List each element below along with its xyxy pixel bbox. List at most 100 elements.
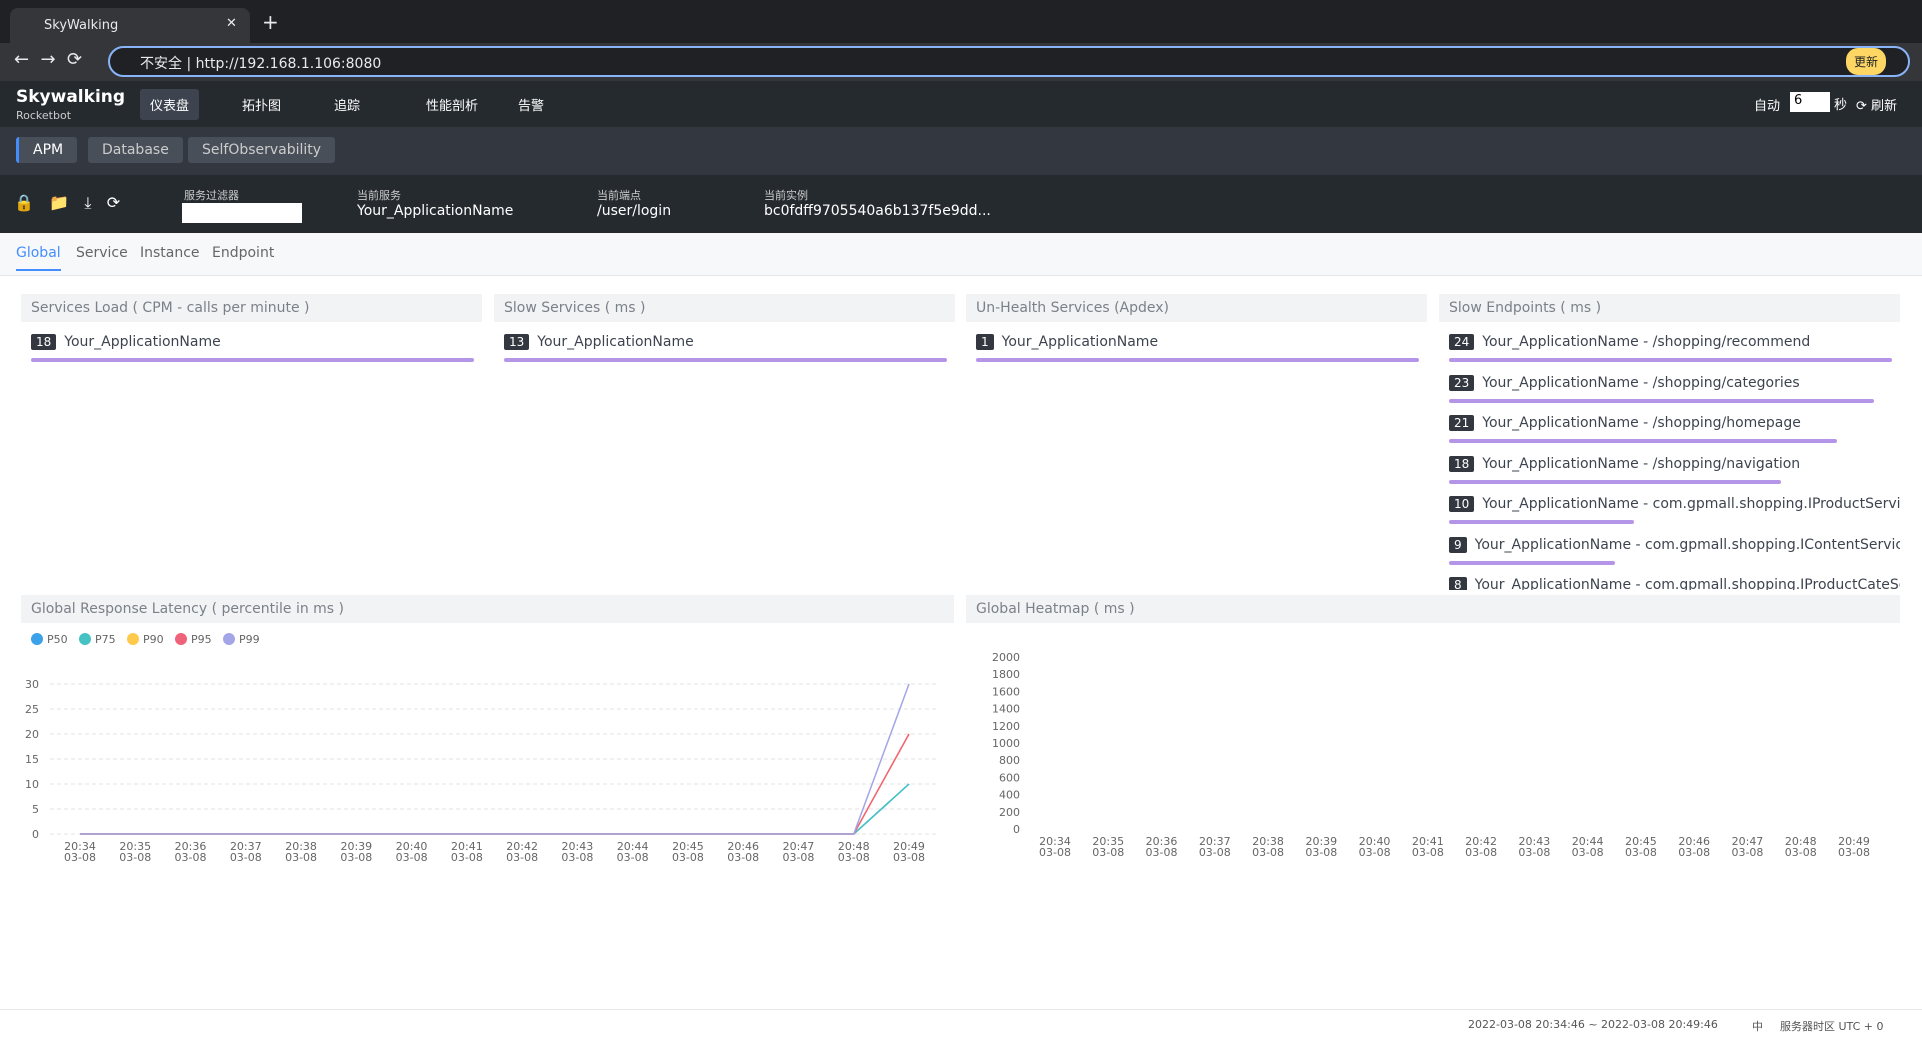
x-tick-label: 20:43: [1519, 835, 1551, 848]
y-tick-label: 30: [25, 678, 39, 691]
refresh[interactable]: ⟳ 刷新: [1856, 99, 1898, 114]
nav-item[interactable]: 告警: [518, 99, 545, 114]
x-tick-label: 20:45: [672, 840, 704, 853]
x-tick-label: 20:48: [1785, 835, 1817, 848]
url: http://192.168.1.106:8080: [195, 56, 382, 72]
y-tick-label: 25: [25, 703, 39, 716]
toolbar-bar: ← → ⟳ 不安全 | http://192.168.1.106:8080 更新: [0, 43, 1922, 81]
sub-tab[interactable]: Endpoint: [212, 245, 275, 261]
item-name: Your_ApplicationName - /shopping/navigat…: [1482, 455, 1801, 472]
nav-item[interactable]: 仪表盘: [140, 89, 200, 120]
filter-label: 服务过滤器: [184, 189, 239, 202]
time-range: 2022-03-08 20:34:46 ~ 2022-03-08 20:49:4…: [1468, 1018, 1718, 1031]
x-tick-date: 03-08: [782, 851, 814, 864]
x-tick-label: 20:42: [506, 840, 538, 853]
item-name: Your_ApplicationName - com.gpmall.shoppi…: [1474, 577, 1900, 590]
list-item[interactable]: 24 Your_ApplicationName - /shopping/recom…: [1449, 334, 1810, 350]
x-tick-date: 03-08: [285, 851, 317, 864]
y-tick-label: 1800: [992, 668, 1020, 681]
x-tick-label: 20:44: [1572, 835, 1604, 848]
endpoint[interactable]: /user/login: [597, 203, 672, 219]
latency-chart: 05101520253020:3403-0820:3503-0820:3603-…: [25, 633, 939, 864]
service[interactable]: Your_ApplicationName: [357, 203, 514, 219]
x-tick-label: 20:46: [727, 840, 759, 853]
heatmap-chart: 0 200 400 600 800 1000 1200 1400 1600 1800 2000 20:…: [992, 651, 1870, 859]
legend-label: P50: [47, 633, 68, 646]
x-tick-date: 03-08: [1518, 846, 1550, 859]
nav-buttons[interactable]: ← → ⟳: [14, 49, 83, 70]
list-item[interactable]: 8 Your_ApplicationName - com.gpmall.shopp…: [1449, 577, 1900, 590]
list-item[interactable]: 18 Your_ApplicationName: [31, 334, 221, 350]
panel-title: Global Response Latency ( percentile in …: [21, 595, 954, 623]
list-item[interactable]: 21 Your_ApplicationName - /shopping/homep…: [1449, 415, 1801, 431]
dashboard-tab[interactable]: Database: [88, 137, 183, 163]
panel-list: 13 Your_ApplicationName: [494, 322, 955, 590]
y-tick-label: 200: [999, 806, 1020, 819]
list-item[interactable]: 9 Your_ApplicationName - com.gpmall.shopp…: [1449, 536, 1900, 553]
y-tick-label: 400: [999, 789, 1020, 802]
x-tick-date: 03-08: [1412, 846, 1444, 859]
legend-swatch: [79, 633, 91, 645]
instance[interactable]: bc0fdff9705540a6b137f5e9dd...: [764, 203, 991, 219]
list-item[interactable]: 13 Your_ApplicationName: [504, 334, 694, 350]
security: 不安全: [140, 56, 182, 72]
unit: 秒: [1834, 98, 1848, 113]
nav-item[interactable]: 拓扑图: [242, 99, 282, 114]
item-name: Your_ApplicationName - /shopping/categor…: [1482, 374, 1800, 391]
value-badge: 1: [976, 334, 994, 350]
footer-line: [0, 1009, 1922, 1010]
value-bar: [1449, 560, 1616, 565]
y-tick-label: 1200: [992, 720, 1020, 733]
x-tick-date: 03-08: [672, 851, 704, 864]
x-tick-label: 20:34: [1039, 835, 1071, 848]
x-tick-label: 20:40: [1359, 835, 1391, 848]
toolbar-icons[interactable]: 🔒 📁 ⤓ ⟳: [14, 193, 121, 212]
dashboard-tabs: APM Database SelfObservability: [0, 127, 1922, 175]
x-tick-date: 03-08: [1465, 846, 1497, 859]
legend-label: P99: [239, 633, 260, 646]
legend-swatch: [127, 633, 139, 645]
x-tick-label: 20:41: [451, 840, 483, 853]
x-tick-date: 03-08: [1838, 846, 1870, 859]
list-item[interactable]: 10 Your_ApplicationName - com.gpmall.shop…: [1449, 496, 1900, 512]
x-tick-date: 03-08: [506, 851, 538, 864]
x-tick-date: 03-08: [340, 851, 372, 864]
y-tick-label: 1600: [992, 685, 1020, 698]
legend-label: P95: [191, 633, 212, 646]
x-tick-label: 20:46: [1678, 835, 1710, 848]
x-tick-date: 03-08: [396, 851, 428, 864]
x-tick-date: 03-08: [230, 851, 262, 864]
update-button[interactable]: 更新: [1846, 48, 1887, 75]
tab[interactable]: SkyWalking ✕: [10, 8, 250, 43]
nav-item[interactable]: 性能剖析: [426, 99, 479, 114]
x-tick-label: 20:38: [285, 840, 317, 853]
x-tick-label: 20:35: [1092, 835, 1124, 848]
panel-list: 24 Your_ApplicationName - /shopping/recom…: [1439, 322, 1900, 590]
x-tick-label: 20:40: [396, 840, 428, 853]
dashboard-tab[interactable]: APM: [16, 137, 78, 163]
x-tick-date: 03-08: [1305, 846, 1337, 859]
close[interactable]: ✕: [226, 16, 237, 31]
y-tick-label: 5: [32, 803, 39, 816]
panel-title: Services Load ( CPM - calls per minute ): [21, 294, 482, 322]
sub-tab[interactable]: Instance: [140, 245, 200, 261]
list-item[interactable]: 23 Your_ApplicationName - /shopping/categ…: [1449, 374, 1800, 391]
sub-tab[interactable]: Global: [16, 245, 61, 271]
y-tick-label: 800: [999, 754, 1020, 767]
filter-input[interactable]: [182, 203, 302, 223]
list-item[interactable]: 1 Your_ApplicationName: [976, 334, 1158, 350]
new-tab[interactable]: +: [262, 10, 279, 34]
list-item[interactable]: 18 Your_ApplicationName - /shopping/navig…: [1449, 455, 1801, 472]
sub-tab[interactable]: Service: [76, 245, 128, 261]
lang[interactable]: 中: [1752, 1020, 1763, 1033]
y-tick-label: 0: [32, 828, 39, 841]
value-bar: [1449, 358, 1892, 362]
nav-item[interactable]: 追踪: [334, 99, 361, 114]
address-bar[interactable]: 不安全 | http://192.168.1.106:8080: [108, 46, 1910, 77]
x-tick-date: 03-08: [1625, 846, 1657, 859]
x-tick-label: 20:43: [562, 840, 594, 853]
x-tick-date: 03-08: [119, 851, 151, 864]
dashboard-tab[interactable]: SelfObservability: [188, 137, 336, 163]
interval-input[interactable]: 6: [1790, 92, 1830, 112]
item-name: Your_ApplicationName: [64, 334, 221, 350]
